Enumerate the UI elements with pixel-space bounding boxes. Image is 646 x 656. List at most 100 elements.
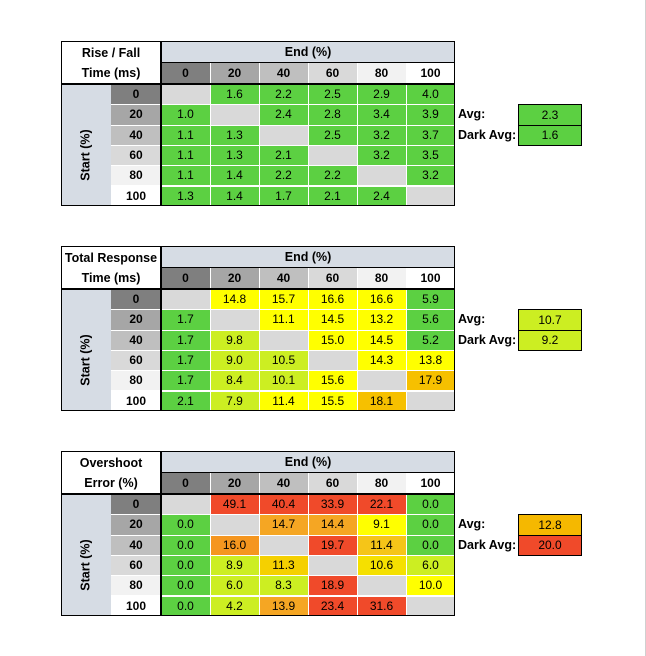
data-cell — [210, 104, 259, 125]
data-cell: 1.7 — [161, 349, 210, 371]
grid-line — [357, 472, 358, 616]
dark-avg-value: 9.2 — [518, 329, 582, 351]
grid-line — [406, 62, 407, 206]
data-cell: 11.4 — [357, 534, 406, 555]
avg-value: 10.7 — [518, 309, 582, 331]
avg-label: Avg: — [458, 312, 486, 327]
column-header: 40 — [259, 267, 308, 289]
data-cell: 33.9 — [308, 494, 357, 515]
data-cell — [357, 370, 406, 391]
data-cell — [308, 554, 357, 576]
grid-line — [406, 472, 407, 616]
data-cell — [357, 575, 406, 596]
data-cell: 15.6 — [308, 370, 357, 391]
data-cell — [210, 514, 259, 535]
data-cell: 15.5 — [308, 390, 357, 411]
data-cell — [259, 534, 308, 555]
title-line-2: Error (%) — [84, 475, 138, 490]
data-cell: 7.9 — [210, 390, 259, 411]
row-header: 60 — [111, 554, 161, 576]
column-header: 100 — [406, 62, 455, 84]
data-cell: 1.7 — [259, 185, 308, 206]
data-cell: 4.2 — [210, 595, 259, 616]
data-cell: 2.4 — [357, 185, 406, 206]
column-header: 60 — [308, 267, 357, 289]
header-divider — [61, 288, 455, 290]
data-cell: 3.4 — [357, 104, 406, 125]
data-cell: 40.4 — [259, 494, 308, 515]
data-cell: 14.5 — [357, 329, 406, 350]
data-cell: 0.0 — [161, 595, 210, 616]
data-cell: 6.0 — [406, 554, 455, 576]
grid-line — [111, 329, 455, 331]
data-cell: 16.6 — [357, 289, 406, 310]
data-cell: 1.6 — [210, 84, 259, 105]
column-header: 60 — [308, 62, 357, 84]
data-cell: 0.0 — [161, 534, 210, 555]
column-header: 20 — [210, 472, 259, 494]
grid-line — [259, 62, 260, 206]
title-line-1: Total Response — [64, 250, 158, 265]
column-header: 100 — [406, 472, 455, 494]
avg-label: Avg: — [458, 107, 486, 122]
table-border — [61, 41, 455, 206]
data-cell: 0.0 — [161, 575, 210, 596]
data-cell: 3.2 — [406, 165, 455, 186]
data-cell: 3.5 — [406, 144, 455, 166]
row-header: 0 — [111, 289, 161, 310]
data-cell: 11.3 — [259, 554, 308, 576]
column-header: 80 — [357, 267, 406, 289]
table-title: Rise / Fall Time (ms) — [61, 41, 161, 84]
grid-line — [259, 267, 260, 411]
data-cell: 8.3 — [259, 575, 308, 596]
grid-line — [210, 62, 211, 206]
data-cell: 11.1 — [259, 309, 308, 330]
row-header: 100 — [111, 185, 161, 206]
data-cell: 6.0 — [210, 575, 259, 596]
row-header: 100 — [111, 390, 161, 411]
data-cell: 14.5 — [308, 309, 357, 330]
data-cell: 13.8 — [406, 349, 455, 371]
data-cell — [161, 494, 210, 515]
row-header: 20 — [111, 104, 161, 125]
row-header: 20 — [111, 514, 161, 535]
row-header-divider — [160, 451, 162, 616]
column-header: 0 — [161, 267, 210, 289]
row-axis-label: Start (%) — [61, 104, 111, 206]
data-cell: 1.7 — [161, 309, 210, 330]
data-cell: 10.6 — [357, 554, 406, 576]
row-header: 60 — [111, 349, 161, 371]
data-cell: 0.0 — [406, 494, 455, 515]
data-cell: 22.1 — [357, 494, 406, 515]
row-header: 20 — [111, 309, 161, 330]
data-cell: 14.8 — [210, 289, 259, 310]
row-axis-label: Start (%) — [61, 514, 111, 616]
data-cell: 13.2 — [357, 309, 406, 330]
column-header: 80 — [357, 472, 406, 494]
data-cell: 18.9 — [308, 575, 357, 596]
title-line-1: Rise / Fall — [81, 45, 141, 60]
column-header: 40 — [259, 62, 308, 84]
data-cell: 19.7 — [308, 534, 357, 555]
data-cell: 2.1 — [161, 390, 210, 411]
data-cell: 2.2 — [259, 165, 308, 186]
header-divider — [61, 493, 455, 495]
data-cell: 2.2 — [259, 84, 308, 105]
avg-value: 12.8 — [518, 514, 582, 536]
data-cell — [161, 289, 210, 310]
grid-line — [111, 514, 455, 516]
column-header: 0 — [161, 472, 210, 494]
data-cell: 9.0 — [210, 349, 259, 371]
table-border — [61, 451, 455, 616]
data-cell: 1.1 — [161, 165, 210, 186]
grid-line — [111, 124, 455, 126]
title-line-2: Time (ms) — [81, 270, 141, 285]
data-cell: 16.0 — [210, 534, 259, 555]
column-header: 0 — [161, 62, 210, 84]
data-cell: 2.5 — [308, 84, 357, 105]
grid-line — [357, 267, 358, 411]
row-header: 80 — [111, 165, 161, 186]
data-cell: 31.6 — [357, 595, 406, 616]
grid-line — [308, 472, 309, 616]
header-divider — [61, 83, 455, 85]
